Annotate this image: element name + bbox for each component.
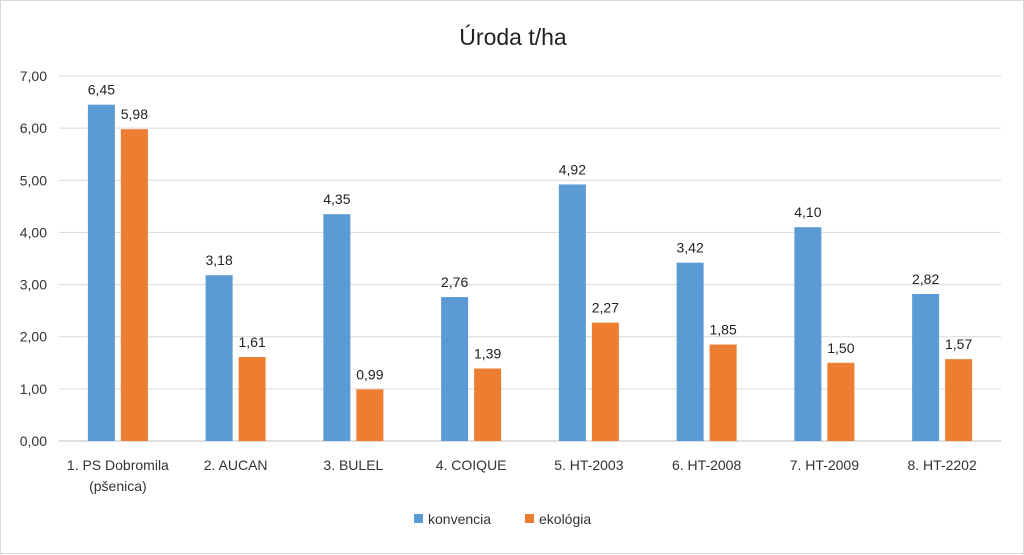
x-tick-label: 1. PS Dobromila: [67, 457, 169, 473]
x-tick-label: 3. BULEL: [323, 457, 383, 473]
x-tick-label: (pšenica): [89, 478, 147, 494]
bar-ekologia: [827, 362, 855, 441]
data-labels: 6,45 5,98 3,18 1,61 4,35 0,99 2,76 1,39 4,92 2,27…: [88, 82, 973, 383]
y-tick-label: 5,00: [20, 172, 47, 188]
bar-ekologia: [591, 322, 619, 441]
bar-konvencia: [441, 297, 469, 441]
x-tick-label: 7. HT-2009: [790, 457, 859, 473]
y-tick-label: 2,00: [20, 329, 47, 345]
data-label: 4,10: [794, 204, 821, 220]
bar-ekologia: [356, 389, 384, 441]
data-label: 5,98: [121, 106, 148, 122]
data-label: 1,50: [827, 340, 854, 356]
bar-konvencia: [676, 262, 704, 441]
y-tick-label: 1,00: [20, 381, 47, 397]
bar-ekologia: [474, 368, 502, 441]
data-label: 2,76: [441, 274, 468, 290]
x-tick-label: 6. HT-2008: [672, 457, 741, 473]
legend-swatch-konvencia: [414, 514, 423, 523]
y-tick-label: 6,00: [20, 120, 47, 136]
bar-konvencia: [87, 104, 115, 441]
gridlines: [59, 75, 1001, 442]
bar-konvencia: [558, 184, 586, 441]
data-label: 3,42: [677, 240, 704, 256]
data-label: 1,57: [945, 336, 972, 352]
data-label: 1,61: [239, 334, 266, 350]
data-label: 4,35: [323, 191, 350, 207]
bars: [87, 104, 973, 441]
y-tick-label: 3,00: [20, 277, 47, 293]
bar-ekologia: [709, 344, 737, 441]
bar-konvencia: [205, 275, 233, 441]
legend-swatch-ekologia: [525, 514, 534, 523]
data-label: 3,18: [206, 252, 233, 268]
x-tick-label: 4. COIQUE: [436, 457, 507, 473]
data-label: 2,27: [592, 300, 619, 316]
y-axis-ticks: 0,00 1,00 2,00 3,00 4,00 5,00 6,00 7,00: [20, 68, 47, 449]
chart-title: Úroda t/ha: [459, 24, 567, 50]
y-tick-label: 4,00: [20, 224, 47, 240]
bar-konvencia: [912, 293, 940, 441]
data-label: 1,85: [710, 322, 737, 338]
x-tick-label: 2. AUCAN: [204, 457, 268, 473]
legend-label: ekológia: [539, 511, 591, 527]
data-label: 1,39: [474, 346, 501, 362]
data-label: 4,92: [559, 161, 586, 177]
legend: konvencia ekológia: [414, 511, 591, 527]
data-label: 0,99: [356, 366, 383, 382]
bar-ekologia: [120, 129, 148, 441]
x-axis-labels: 1. PS Dobromila (pšenica) 2. AUCAN 3. BULEL…: [67, 457, 977, 494]
y-tick-label: 7,00: [20, 68, 47, 84]
y-tick-label: 0,00: [20, 433, 47, 449]
x-tick-label: 5. HT-2003: [554, 457, 623, 473]
bar-ekologia: [238, 357, 266, 441]
bar-konvencia: [323, 214, 351, 441]
data-label: 2,82: [912, 271, 939, 287]
bar-ekologia: [945, 359, 973, 441]
legend-label: konvencia: [428, 511, 491, 527]
data-label: 6,45: [88, 82, 115, 98]
bar-konvencia: [794, 227, 822, 441]
x-tick-label: 8. HT-2202: [907, 457, 976, 473]
